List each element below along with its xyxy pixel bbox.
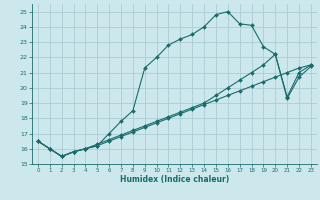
X-axis label: Humidex (Indice chaleur): Humidex (Indice chaleur) [120,175,229,184]
